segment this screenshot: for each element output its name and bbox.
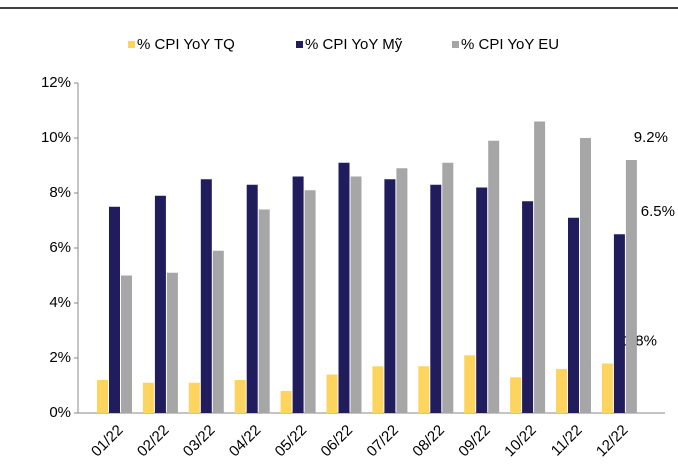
legend-label: % CPI YoY Mỹ [305, 36, 403, 53]
bar [613, 234, 625, 413]
bar [326, 374, 338, 413]
x-tick-label: 07/22 [363, 422, 402, 461]
bar [234, 380, 246, 413]
bar [580, 138, 591, 413]
y-tick-label: 0% [49, 404, 71, 421]
bar [568, 217, 579, 413]
bar [212, 250, 224, 413]
legend-swatch [128, 41, 135, 48]
bar [522, 201, 534, 413]
bar [258, 209, 270, 413]
bar [304, 190, 316, 413]
bar [442, 162, 454, 413]
bar [396, 168, 408, 413]
y-tick-label: 12% [41, 74, 71, 91]
x-tick-label: 09/22 [455, 422, 494, 461]
x-tick-label: 01/22 [88, 422, 127, 461]
x-tick-label: 05/22 [272, 422, 311, 461]
x-tick-label: 10/22 [501, 422, 540, 461]
bar [601, 363, 613, 413]
bar [97, 380, 108, 413]
legend-label: % CPI YoY EU [461, 36, 559, 53]
bar [188, 382, 200, 413]
value-label: 6.5% [641, 203, 675, 220]
x-tick-label: 06/22 [318, 422, 357, 461]
bar [464, 355, 476, 413]
bar [246, 184, 258, 413]
bar [418, 366, 430, 413]
bar [109, 206, 120, 413]
bar [430, 184, 442, 413]
bar [534, 121, 546, 413]
legend-swatch [296, 41, 303, 48]
y-tick-label: 10% [41, 129, 71, 146]
bar [476, 187, 488, 413]
x-tick-label: 04/22 [226, 422, 265, 461]
legend-label: % CPI YoY TQ [137, 36, 235, 53]
bar [154, 195, 166, 413]
y-tick-label: 4% [49, 294, 71, 311]
legend-swatch [452, 41, 459, 48]
bar [166, 272, 178, 413]
bar [121, 275, 132, 413]
bar [142, 382, 154, 413]
y-tick-label: 8% [49, 184, 71, 201]
bar [350, 176, 362, 413]
x-tick-label: 03/22 [180, 422, 219, 461]
bar [488, 140, 500, 413]
bar [280, 391, 292, 413]
bar [625, 160, 637, 413]
x-tick-label: 02/22 [134, 422, 173, 461]
value-label: 9.2% [634, 129, 668, 146]
y-tick-label: 6% [49, 239, 71, 256]
bar [510, 377, 522, 413]
bar [556, 369, 567, 413]
x-tick-label: 11/22 [548, 422, 586, 460]
y-tick-label: 2% [49, 349, 71, 366]
bar [200, 179, 212, 413]
bar [384, 179, 396, 413]
x-tick-label: 12/22 [593, 422, 632, 461]
bar [372, 366, 384, 413]
bar [338, 162, 350, 413]
x-tick-label: 08/22 [409, 422, 448, 461]
bar [292, 176, 304, 413]
